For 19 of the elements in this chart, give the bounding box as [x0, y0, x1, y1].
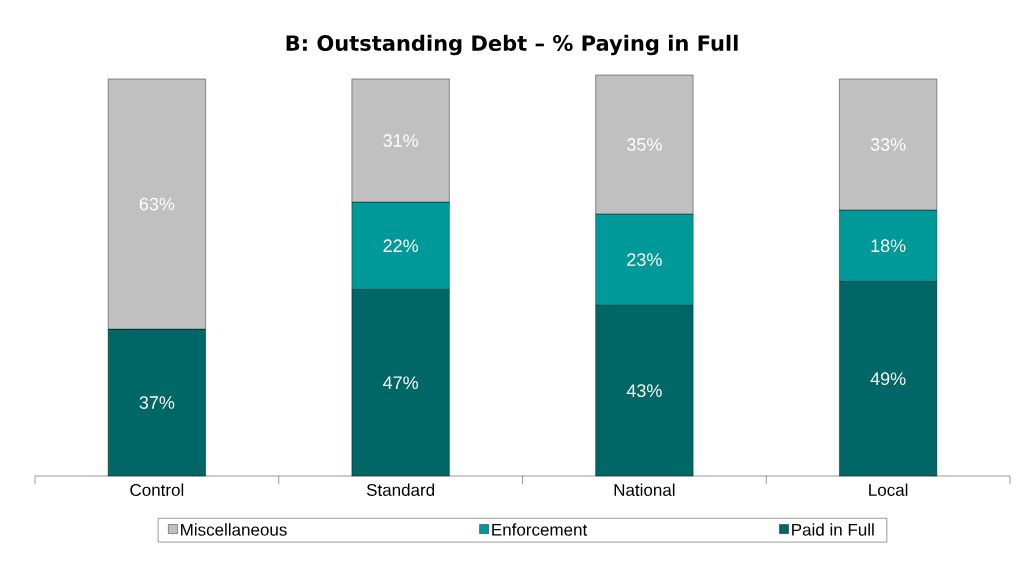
data-label: 63%	[139, 197, 175, 211]
x-tick-label: Local	[869, 483, 908, 497]
data-label: 47%	[383, 376, 419, 389]
chart-title: B: Outstanding Debt – % Paying in Full	[286, 34, 738, 56]
legend-label: Paid in Full	[792, 523, 874, 536]
data-label: 43%	[626, 384, 662, 397]
data-label: 18%	[871, 239, 906, 253]
data-label: 35%	[627, 138, 662, 151]
data-label: 49%	[870, 372, 906, 386]
data-label: 23%	[627, 253, 662, 266]
x-tick-label: Control	[130, 483, 184, 497]
data-label: 31%	[383, 134, 419, 147]
data-label: 37%	[139, 396, 175, 409]
legend-label: Miscellaneous	[181, 523, 287, 536]
data-label: 33%	[870, 138, 906, 151]
x-tick-label: National	[614, 483, 675, 497]
x-tick-label: Standard	[366, 483, 435, 497]
legend-label: Enforcement	[492, 523, 588, 536]
data-label: 22%	[383, 239, 419, 253]
